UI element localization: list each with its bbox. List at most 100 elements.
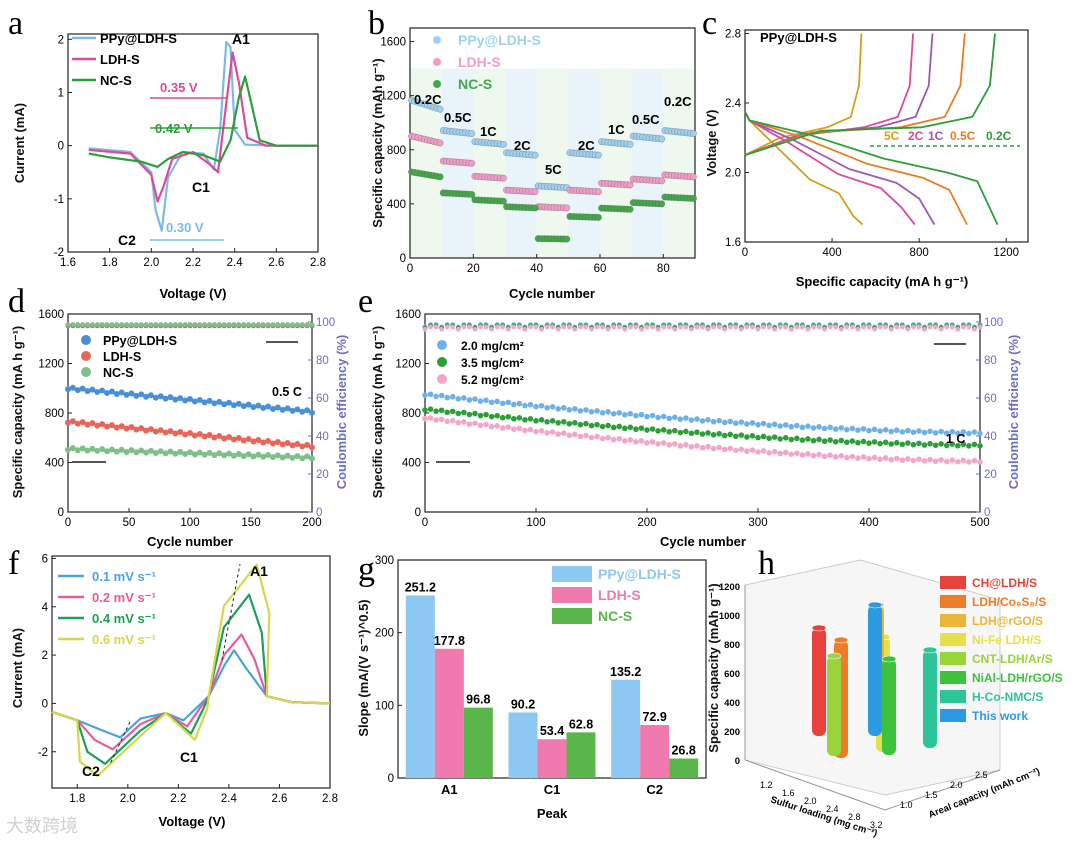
d-capacity-point	[84, 447, 91, 454]
e-capacity-point	[966, 459, 972, 465]
h-legend-label: NiAl-LDH/rGO/S	[972, 671, 1063, 685]
e-capacity-point	[622, 425, 628, 432]
e-ytick-label: 800	[402, 408, 421, 420]
d-capacity-point	[304, 453, 311, 460]
e-capacity-point	[666, 442, 672, 448]
d-capacity-point	[157, 393, 164, 400]
d-capacity-point	[69, 418, 76, 425]
e-legend-label: 5.2 mg/cm²	[461, 373, 524, 387]
d-efficiency-point	[246, 322, 252, 328]
h-legend-label: Ni-Fe LDH/S	[972, 633, 1041, 647]
h-bar-top	[867, 601, 883, 609]
e-capacity-point	[710, 445, 717, 452]
e-capacity-point	[821, 438, 828, 445]
d-capacity-point	[196, 431, 203, 438]
e-efficiency-point	[911, 324, 916, 330]
e-capacity-point	[455, 419, 462, 426]
e-capacity-point	[921, 458, 928, 464]
e-capacity-point	[588, 422, 595, 429]
a-annot-c2: C2	[118, 232, 136, 248]
b-point	[531, 204, 539, 212]
e-efficiency-point	[572, 326, 578, 332]
e-capacity-point	[433, 393, 439, 400]
e-efficiency-point	[539, 326, 544, 332]
c-discharge-curve	[744, 111, 999, 225]
b-rate-band	[600, 68, 632, 259]
d-efficiency-point	[299, 322, 305, 328]
h-axis-x	[744, 759, 886, 811]
d-capacity-point	[108, 446, 115, 453]
e-capacity-point	[844, 454, 850, 461]
f-frame	[51, 555, 331, 789]
e-efficiency-point	[761, 324, 766, 330]
d-xtick-label: 150	[241, 517, 260, 529]
d-capacity-point	[299, 443, 306, 450]
panel-g: g 0 100 200 300 Slope (mA/(V s⁻¹)^0.5) Peak 251…	[356, 551, 707, 821]
e-capacity-point	[588, 434, 595, 441]
e-capacity-point	[694, 429, 700, 436]
e-y2label: Coulombic efficiency (%)	[1006, 335, 1021, 490]
c-charge-curve	[744, 33, 934, 156]
d-efficiency-point	[309, 322, 315, 328]
e-capacity-point	[799, 437, 806, 443]
d-legend-swatch	[81, 367, 91, 377]
e-capacity-point	[943, 430, 950, 436]
d-capacity-point	[299, 408, 306, 415]
d-capacity-point	[123, 425, 130, 432]
d-capacity-point	[274, 438, 281, 445]
e-capacity-point	[505, 424, 512, 430]
e-capacity-point	[838, 453, 845, 459]
d-y2label: Coulombic efficiency (%)	[334, 335, 349, 490]
e-capacity-point	[971, 457, 978, 464]
e-capacity-point	[683, 428, 689, 435]
d-capacity-point	[289, 407, 296, 414]
b-xtick-label: 60	[594, 263, 607, 275]
e-xtick-label: 200	[637, 517, 656, 529]
a-annot-a1: A1	[232, 31, 250, 47]
e-capacity-point	[760, 448, 767, 454]
e-capacity-point	[427, 391, 434, 398]
e-capacity-point	[688, 430, 695, 437]
e-capacity-point	[727, 431, 734, 438]
e-capacity-point	[605, 422, 611, 429]
c-ylabel: Voltage (V)	[704, 110, 719, 177]
e-efficiency-point	[772, 326, 778, 332]
b-rate-label: 1C	[480, 124, 497, 139]
f-ytick-label: 4	[42, 602, 49, 614]
panel-letter: c	[702, 5, 717, 42]
panel-letter: e	[358, 283, 373, 320]
e-capacity-point	[882, 427, 889, 433]
e-capacity-point	[744, 434, 750, 440]
e-capacity-point	[749, 420, 756, 426]
h-legend-swatch	[940, 671, 966, 684]
e-capacity-point	[494, 412, 500, 419]
d-y2tick-label: 0	[316, 507, 322, 519]
d-capacity-point	[118, 423, 125, 430]
d-capacity-point	[289, 442, 296, 449]
g-bar-label: 26.8	[671, 744, 695, 758]
e-ytick-label: 400	[402, 458, 421, 470]
e-capacity-point	[494, 423, 500, 429]
h-xtick-label: 3.2	[870, 820, 883, 830]
d-capacity-point	[84, 388, 91, 395]
e-capacity-point	[610, 411, 617, 417]
a-ylabel: Current (mA)	[12, 103, 27, 183]
b-rate-label: 0.2C	[414, 92, 442, 107]
h-ztick-label: 600	[724, 669, 740, 680]
d-capacity-point	[191, 451, 198, 458]
e-capacity-point	[438, 407, 445, 414]
d-efficiency-point	[304, 322, 310, 328]
e-efficiency-point	[888, 326, 894, 332]
c-ytick-label: 2.0	[725, 167, 741, 179]
e-capacity-point	[710, 432, 717, 438]
e-capacity-point	[655, 441, 661, 447]
d-capacity-point	[289, 454, 296, 461]
e-efficiency-point	[605, 326, 611, 332]
b-point	[595, 188, 602, 196]
d-capacity-point	[89, 386, 96, 393]
e-capacity-point	[888, 441, 894, 447]
e-efficiency-point	[661, 324, 667, 330]
d-capacity-point	[128, 447, 135, 454]
d-capacity-point	[216, 450, 223, 457]
g-ylabel: Slope (mA/(V s⁻¹)^0.5)	[356, 599, 371, 736]
